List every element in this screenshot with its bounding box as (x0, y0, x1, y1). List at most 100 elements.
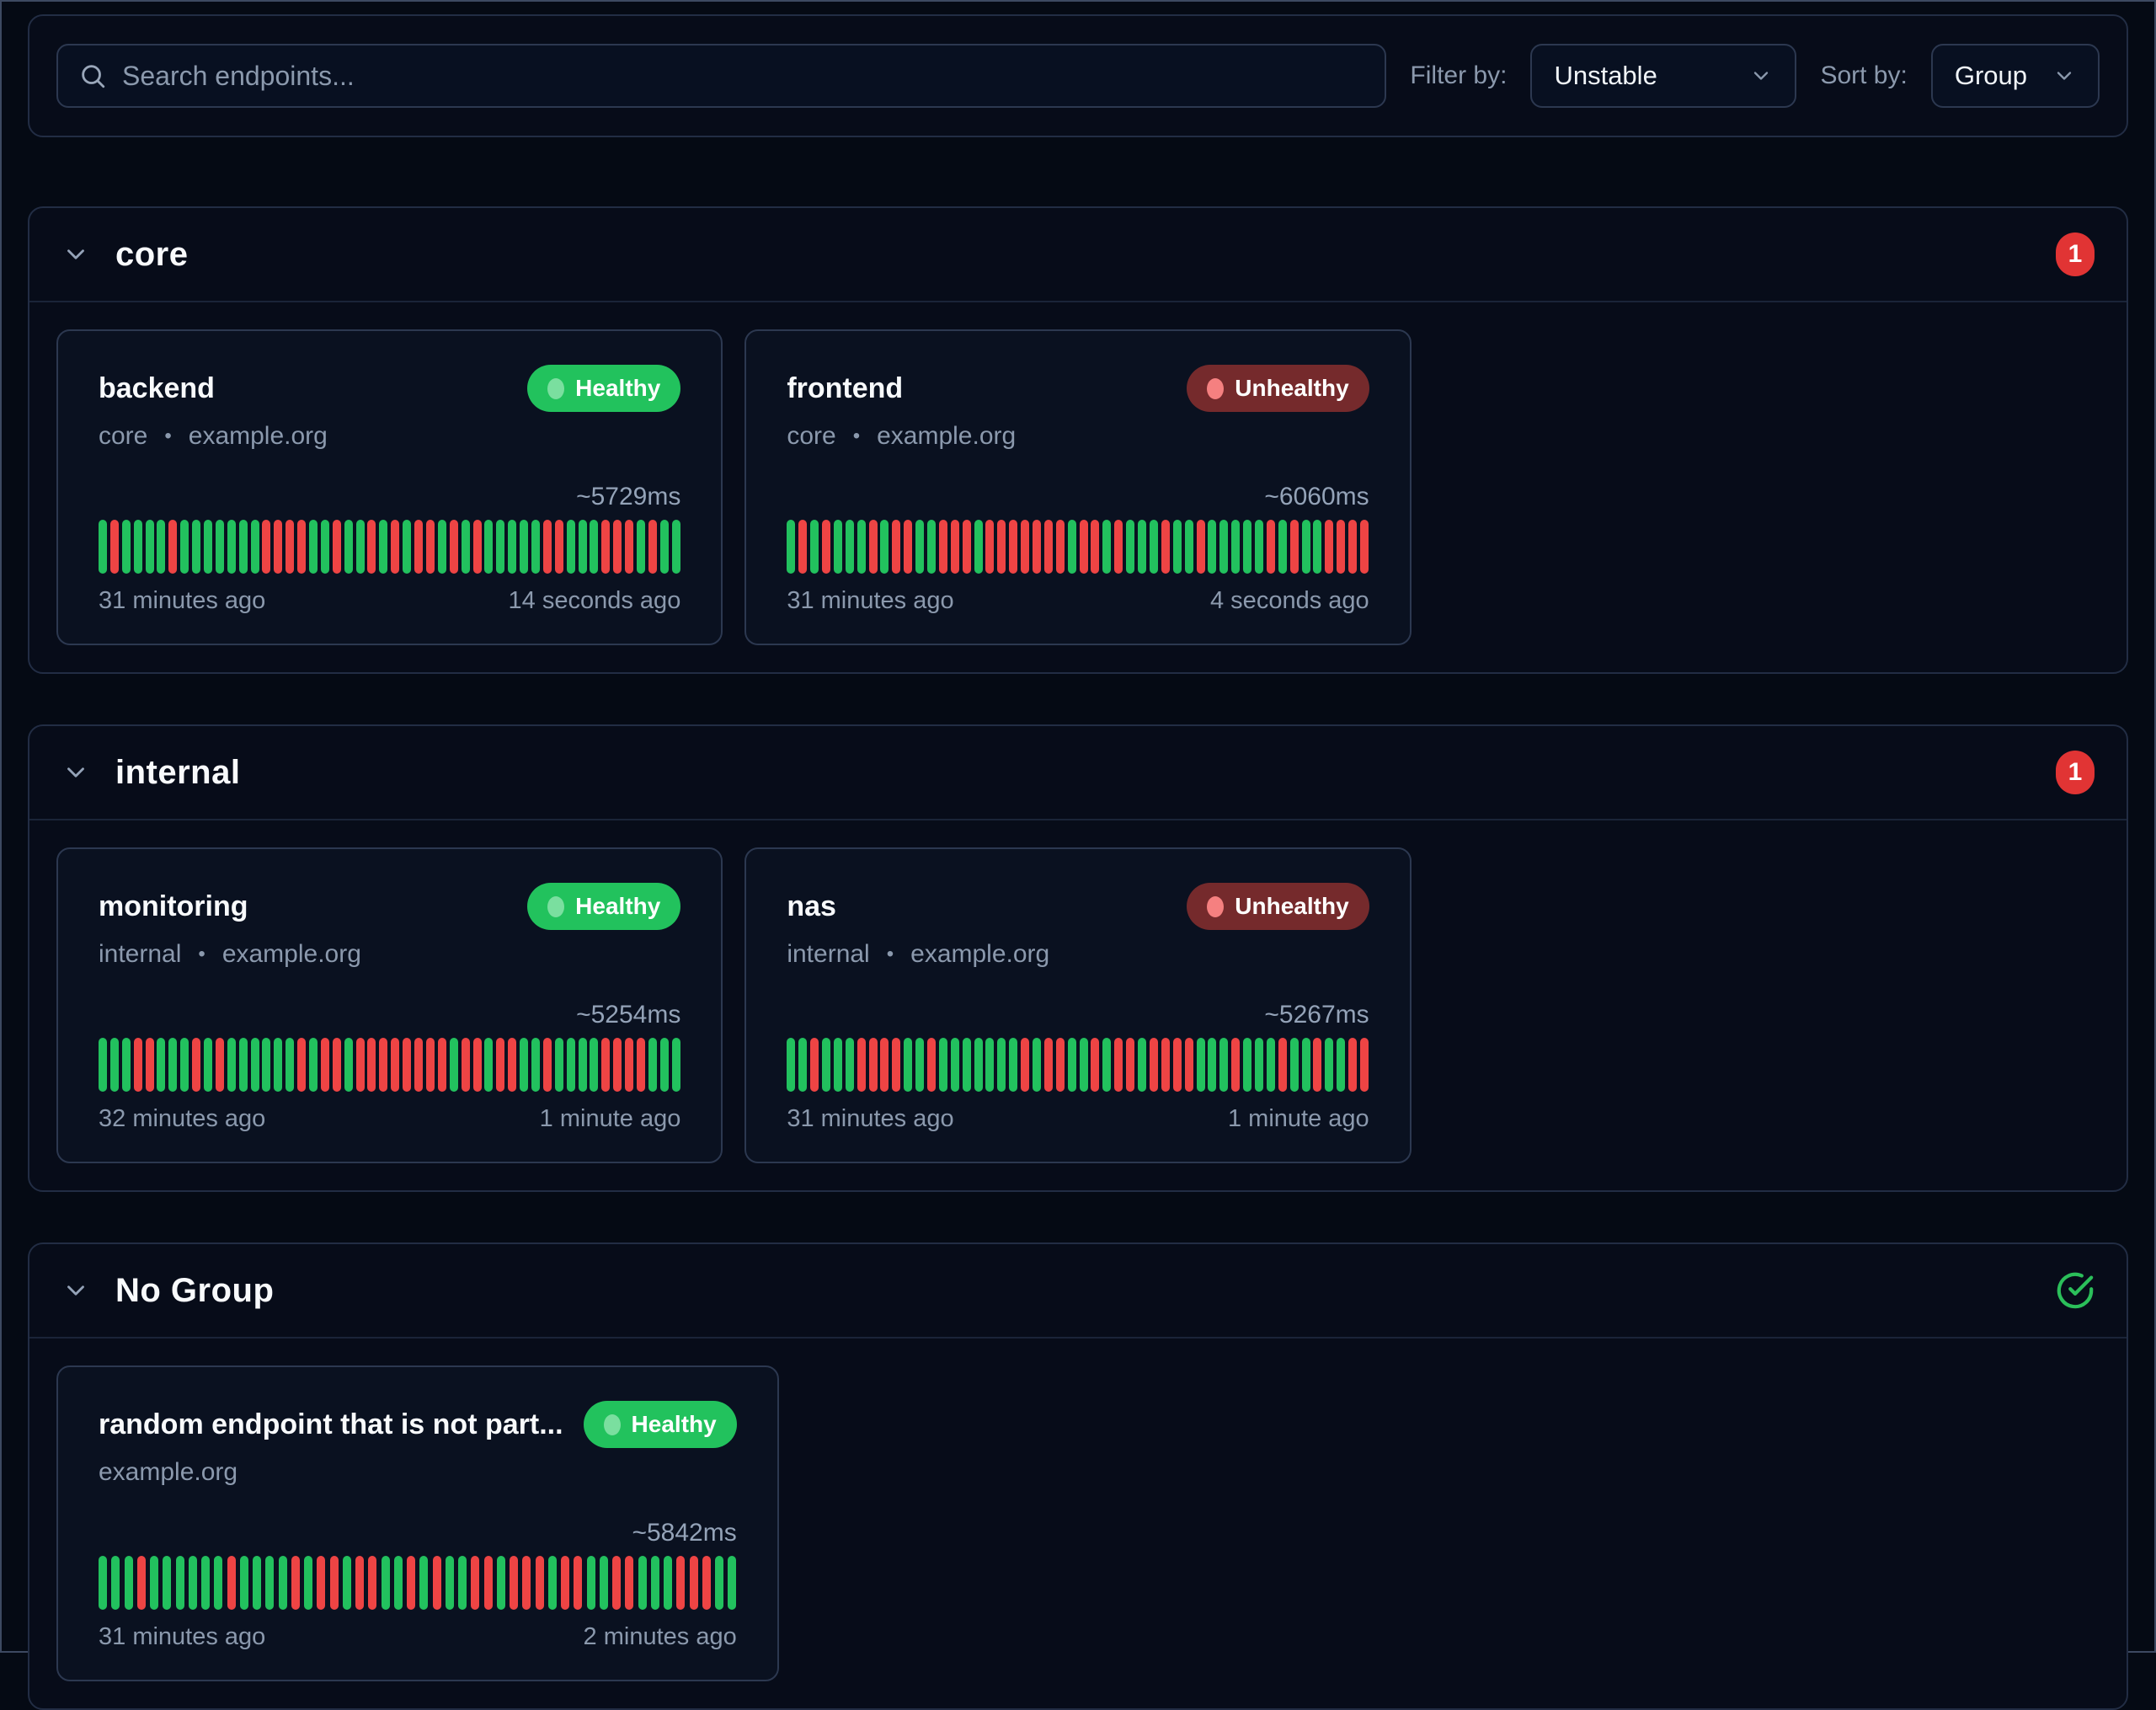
result-bar-failure[interactable] (450, 520, 458, 574)
endpoint-card-nas[interactable]: nas Unhealthy internal • example.org ~52… (744, 847, 1411, 1163)
result-bar-failure[interactable] (1185, 1038, 1193, 1092)
result-bar-failure[interactable] (601, 520, 610, 574)
result-bar-success[interactable] (1033, 1038, 1041, 1092)
result-bar-failure[interactable] (625, 1556, 633, 1610)
result-bar-success[interactable] (168, 1038, 177, 1092)
result-bar-success[interactable] (1290, 1038, 1299, 1092)
result-bar-failure[interactable] (625, 520, 633, 574)
result-bar-failure[interactable] (555, 520, 563, 574)
result-bar-success[interactable] (548, 1556, 557, 1610)
result-bar-success[interactable] (462, 520, 470, 574)
result-bar-failure[interactable] (637, 1038, 645, 1092)
result-bar-success[interactable] (157, 520, 165, 574)
result-bar-success[interactable] (111, 1556, 120, 1610)
result-bar-failure[interactable] (1348, 520, 1357, 574)
result-bar-failure[interactable] (473, 520, 482, 574)
result-bar-failure[interactable] (168, 520, 177, 574)
result-bar-success[interactable] (1068, 520, 1076, 574)
result-bar-success[interactable] (1197, 1038, 1205, 1092)
result-bar-failure[interactable] (1337, 520, 1345, 574)
result-bar-success[interactable] (974, 520, 983, 574)
result-bar-success[interactable] (438, 520, 446, 574)
result-bar-failure[interactable] (471, 1556, 479, 1610)
result-bar-success[interactable] (880, 520, 889, 574)
result-bar-success[interactable] (834, 520, 842, 574)
result-bar-failure[interactable] (963, 520, 971, 574)
uptime-bars[interactable] (99, 520, 680, 574)
result-bar-success[interactable] (189, 1556, 197, 1610)
sort-select[interactable]: Group (1931, 44, 2100, 108)
result-bar-success[interactable] (1278, 520, 1287, 574)
result-bar-success[interactable] (1255, 1038, 1263, 1092)
result-bar-success[interactable] (555, 1038, 563, 1092)
result-bar-success[interactable] (176, 1556, 184, 1610)
result-bar-success[interactable] (192, 520, 200, 574)
result-bar-success[interactable] (204, 520, 212, 574)
result-bar-failure[interactable] (676, 1556, 685, 1610)
result-bar-failure[interactable] (407, 1556, 415, 1610)
result-bar-failure[interactable] (892, 520, 900, 574)
result-bar-failure[interactable] (543, 520, 552, 574)
result-bar-failure[interactable] (367, 520, 376, 574)
result-bar-failure[interactable] (798, 520, 807, 574)
result-bar-success[interactable] (822, 1038, 830, 1092)
result-bar-success[interactable] (216, 520, 224, 574)
result-bar-success[interactable] (484, 520, 493, 574)
result-bar-failure[interactable] (561, 1556, 569, 1610)
result-bar-success[interactable] (798, 1038, 807, 1092)
result-bar-success[interactable] (382, 1556, 390, 1610)
result-bar-success[interactable] (997, 1038, 1006, 1092)
result-bar-success[interactable] (567, 520, 575, 574)
filter-select[interactable]: Unstable (1530, 44, 1796, 108)
endpoint-card-backend[interactable]: backend Healthy core • example.org ~5729… (56, 329, 723, 645)
result-bar-success[interactable] (857, 520, 866, 574)
result-bar-success[interactable] (834, 1038, 842, 1092)
result-bar-success[interactable] (1009, 1038, 1017, 1092)
result-bar-failure[interactable] (1313, 1038, 1321, 1092)
result-bar-failure[interactable] (227, 1556, 236, 1610)
result-bar-success[interactable] (344, 520, 353, 574)
result-bar-success[interactable] (638, 1556, 647, 1610)
result-bar-failure[interactable] (1114, 520, 1123, 574)
result-bar-success[interactable] (672, 520, 680, 574)
result-bar-success[interactable] (1337, 1038, 1345, 1092)
result-bar-success[interactable] (157, 1038, 165, 1092)
result-bar-failure[interactable] (355, 1556, 364, 1610)
result-bar-success[interactable] (110, 1038, 119, 1092)
result-bar-success[interactable] (587, 1556, 595, 1610)
result-bar-failure[interactable] (146, 1038, 154, 1092)
result-bar-failure[interactable] (286, 520, 294, 574)
result-bar-failure[interactable] (857, 1038, 866, 1092)
result-bar-success[interactable] (286, 1038, 294, 1092)
endpoint-card-random[interactable]: random endpoint that is not part... Heal… (56, 1365, 779, 1681)
result-bar-success[interactable] (531, 1038, 540, 1092)
result-bar-success[interactable] (279, 1556, 287, 1610)
result-bar-success[interactable] (1068, 1038, 1076, 1092)
result-bar-failure[interactable] (869, 1038, 878, 1092)
result-bar-success[interactable] (787, 520, 795, 574)
result-bar-success[interactable] (163, 1556, 171, 1610)
result-bar-success[interactable] (579, 1038, 587, 1092)
result-bar-failure[interactable] (473, 1038, 482, 1092)
result-bar-success[interactable] (201, 1556, 210, 1610)
result-bar-failure[interactable] (508, 1038, 516, 1092)
result-bar-failure[interactable] (1267, 520, 1275, 574)
result-bar-failure[interactable] (869, 520, 878, 574)
result-bar-failure[interactable] (522, 1556, 531, 1610)
result-bar-success[interactable] (497, 1556, 505, 1610)
result-bar-failure[interactable] (1044, 1038, 1053, 1092)
result-bar-success[interactable] (1185, 520, 1193, 574)
result-bar-failure[interactable] (262, 520, 270, 574)
result-bar-success[interactable] (343, 1556, 351, 1610)
result-bar-success[interactable] (251, 520, 259, 574)
result-bar-success[interactable] (227, 520, 236, 574)
result-bar-failure[interactable] (1197, 520, 1205, 574)
result-bar-failure[interactable] (1091, 520, 1099, 574)
result-bar-success[interactable] (531, 520, 540, 574)
result-bar-failure[interactable] (1091, 1038, 1099, 1092)
result-bar-success[interactable] (251, 1038, 259, 1092)
result-bar-success[interactable] (239, 1038, 248, 1092)
result-bar-success[interactable] (99, 520, 107, 574)
result-bar-failure[interactable] (134, 1038, 142, 1092)
result-bar-success[interactable] (394, 1556, 403, 1610)
